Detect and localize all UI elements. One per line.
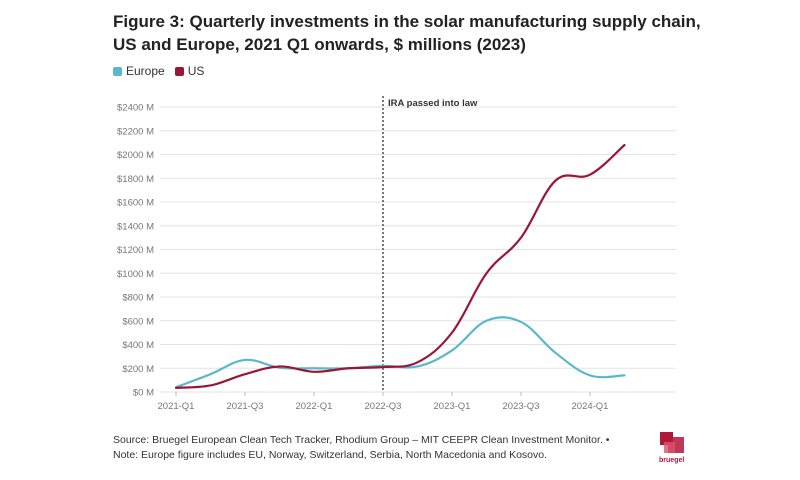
y-tick-label: $200 M: [122, 364, 154, 375]
legend-swatch-europe: [113, 66, 122, 76]
y-tick-label: $2200 M: [117, 126, 154, 137]
chart-title: Figure 3: Quarterly investments in the s…: [113, 12, 701, 54]
annotation-label: IRA passed into law: [388, 98, 478, 109]
y-tick-label: $800 M: [122, 293, 154, 304]
legend-item-us: US: [174, 64, 205, 78]
y-tick-label: $1800 M: [117, 174, 154, 185]
legend-swatch-us: [174, 66, 184, 76]
x-tick-label: 2022-Q1: [296, 401, 333, 412]
y-tick-label: $0 M: [133, 388, 154, 399]
y-tick-label: $1400 M: [117, 221, 154, 232]
bruegel-logo: [660, 432, 684, 453]
legend-label-europe: Europe: [126, 64, 165, 78]
series-line-us: [174, 143, 626, 389]
logo-text: bruegel: [659, 457, 685, 464]
legend: Europe US: [113, 64, 204, 78]
source-footnote: Source: Bruegel European Clean Tech Trac…: [113, 434, 610, 461]
x-tick-label: 2022-Q3: [365, 401, 402, 412]
y-tick-label: $600 M: [122, 316, 154, 327]
y-tick-label: $400 M: [122, 340, 154, 351]
y-tick-label: $2400 M: [117, 103, 154, 114]
series-line-europe: [174, 316, 626, 389]
legend-label-us: US: [187, 64, 205, 78]
x-tick-label: 2023-Q1: [434, 401, 471, 412]
x-tick-label: 2021-Q3: [227, 401, 264, 412]
x-tick-label: 2021-Q1: [158, 401, 195, 412]
y-tick-label: $2000 M: [117, 150, 154, 161]
y-tick-label: $1000 M: [117, 269, 154, 280]
y-tick-label: $1200 M: [117, 245, 154, 256]
y-tick-label: $1600 M: [117, 198, 154, 209]
legend-item-europe: Europe: [113, 64, 165, 78]
x-tick-label: 2023-Q3: [503, 401, 540, 412]
x-tick-label: 2024-Q1: [572, 401, 609, 412]
